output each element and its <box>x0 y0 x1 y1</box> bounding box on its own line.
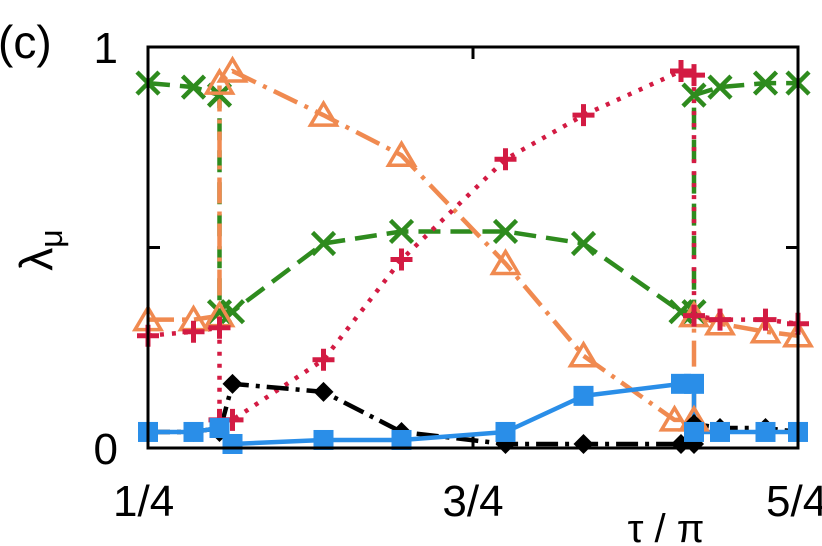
y-axis-label-main: λ <box>10 248 62 271</box>
tick-labels: 1/4 3/4 5/4 0 1 <box>94 24 822 526</box>
series-plus-marker-2 <box>208 316 231 339</box>
series-triangle-marker-4 <box>216 55 249 83</box>
y-axis-label-sub: μ <box>33 229 69 247</box>
series-plus-line <box>147 68 799 423</box>
x-tick-label-0: 1/4 <box>113 477 174 526</box>
series-cross-marker-2 <box>206 82 233 108</box>
series-plus-marker-10 <box>683 64 705 87</box>
series-triangle-marker-13 <box>749 316 782 344</box>
series-square-marker-7 <box>495 421 516 442</box>
series-plus-marker-8 <box>572 104 595 127</box>
series-cross-marker-4 <box>219 299 246 325</box>
series-cross-marker-5 <box>310 230 337 257</box>
series-cross-marker-6 <box>388 218 415 245</box>
series-triangle-marker-7 <box>489 248 522 276</box>
panel-label: (c) <box>0 16 52 68</box>
x-tick-label-2: 5/4 <box>766 477 822 526</box>
marker-layer <box>131 55 815 454</box>
series-square-marker-6 <box>391 429 412 450</box>
plot-frame <box>146 45 800 450</box>
series-square-marker-3 <box>209 417 230 438</box>
series-square-marker-10 <box>684 373 704 394</box>
series-plus-marker-5 <box>312 348 335 371</box>
series-cross-marker-1 <box>180 74 207 100</box>
series-diamond-marker-8 <box>573 433 594 454</box>
y-axis-label: λμ <box>10 229 69 270</box>
series-square-marker-13 <box>755 421 776 442</box>
series-square-marker-11 <box>684 421 704 442</box>
series-plus-marker-1 <box>182 320 205 343</box>
series-cross-marker-12 <box>707 74 733 100</box>
series-square-marker-1 <box>183 421 204 442</box>
series-triangle-line <box>148 68 799 423</box>
series-plus-marker-11 <box>683 304 705 327</box>
series-cross-marker-11 <box>681 82 707 108</box>
series-triangle-marker-12 <box>703 308 737 336</box>
y-tick-label-0: 0 <box>94 425 118 474</box>
series-triangle-marker-5 <box>307 99 340 127</box>
series-diamond-marker-4 <box>222 373 243 394</box>
series-plus-marker-6 <box>390 248 413 271</box>
y-tick-label-2: 1 <box>94 24 118 73</box>
series-diamond-marker-5 <box>313 381 334 402</box>
series-cross-marker-13 <box>752 70 779 96</box>
series-square-marker-8 <box>573 385 594 406</box>
series-cross-line <box>147 80 798 314</box>
series-cross-marker-8 <box>570 230 597 257</box>
series-square-marker-5 <box>313 429 334 450</box>
series-square-marker-12 <box>710 421 730 442</box>
series-triangle-marker-6 <box>385 139 418 168</box>
x-axis-label: τ / π <box>628 507 705 546</box>
series-square-marker-4 <box>222 433 243 454</box>
x-tick-label-1: 3/4 <box>442 477 503 526</box>
series-plus-marker-12 <box>709 308 731 331</box>
series-triangle-marker-8 <box>567 340 600 368</box>
series-plus-marker-9 <box>670 60 692 83</box>
series-cross-marker-7 <box>492 218 519 245</box>
series-plus-marker-7 <box>494 148 517 171</box>
series-plus-marker-13 <box>754 308 777 331</box>
series-triangle-marker-9 <box>658 404 691 432</box>
